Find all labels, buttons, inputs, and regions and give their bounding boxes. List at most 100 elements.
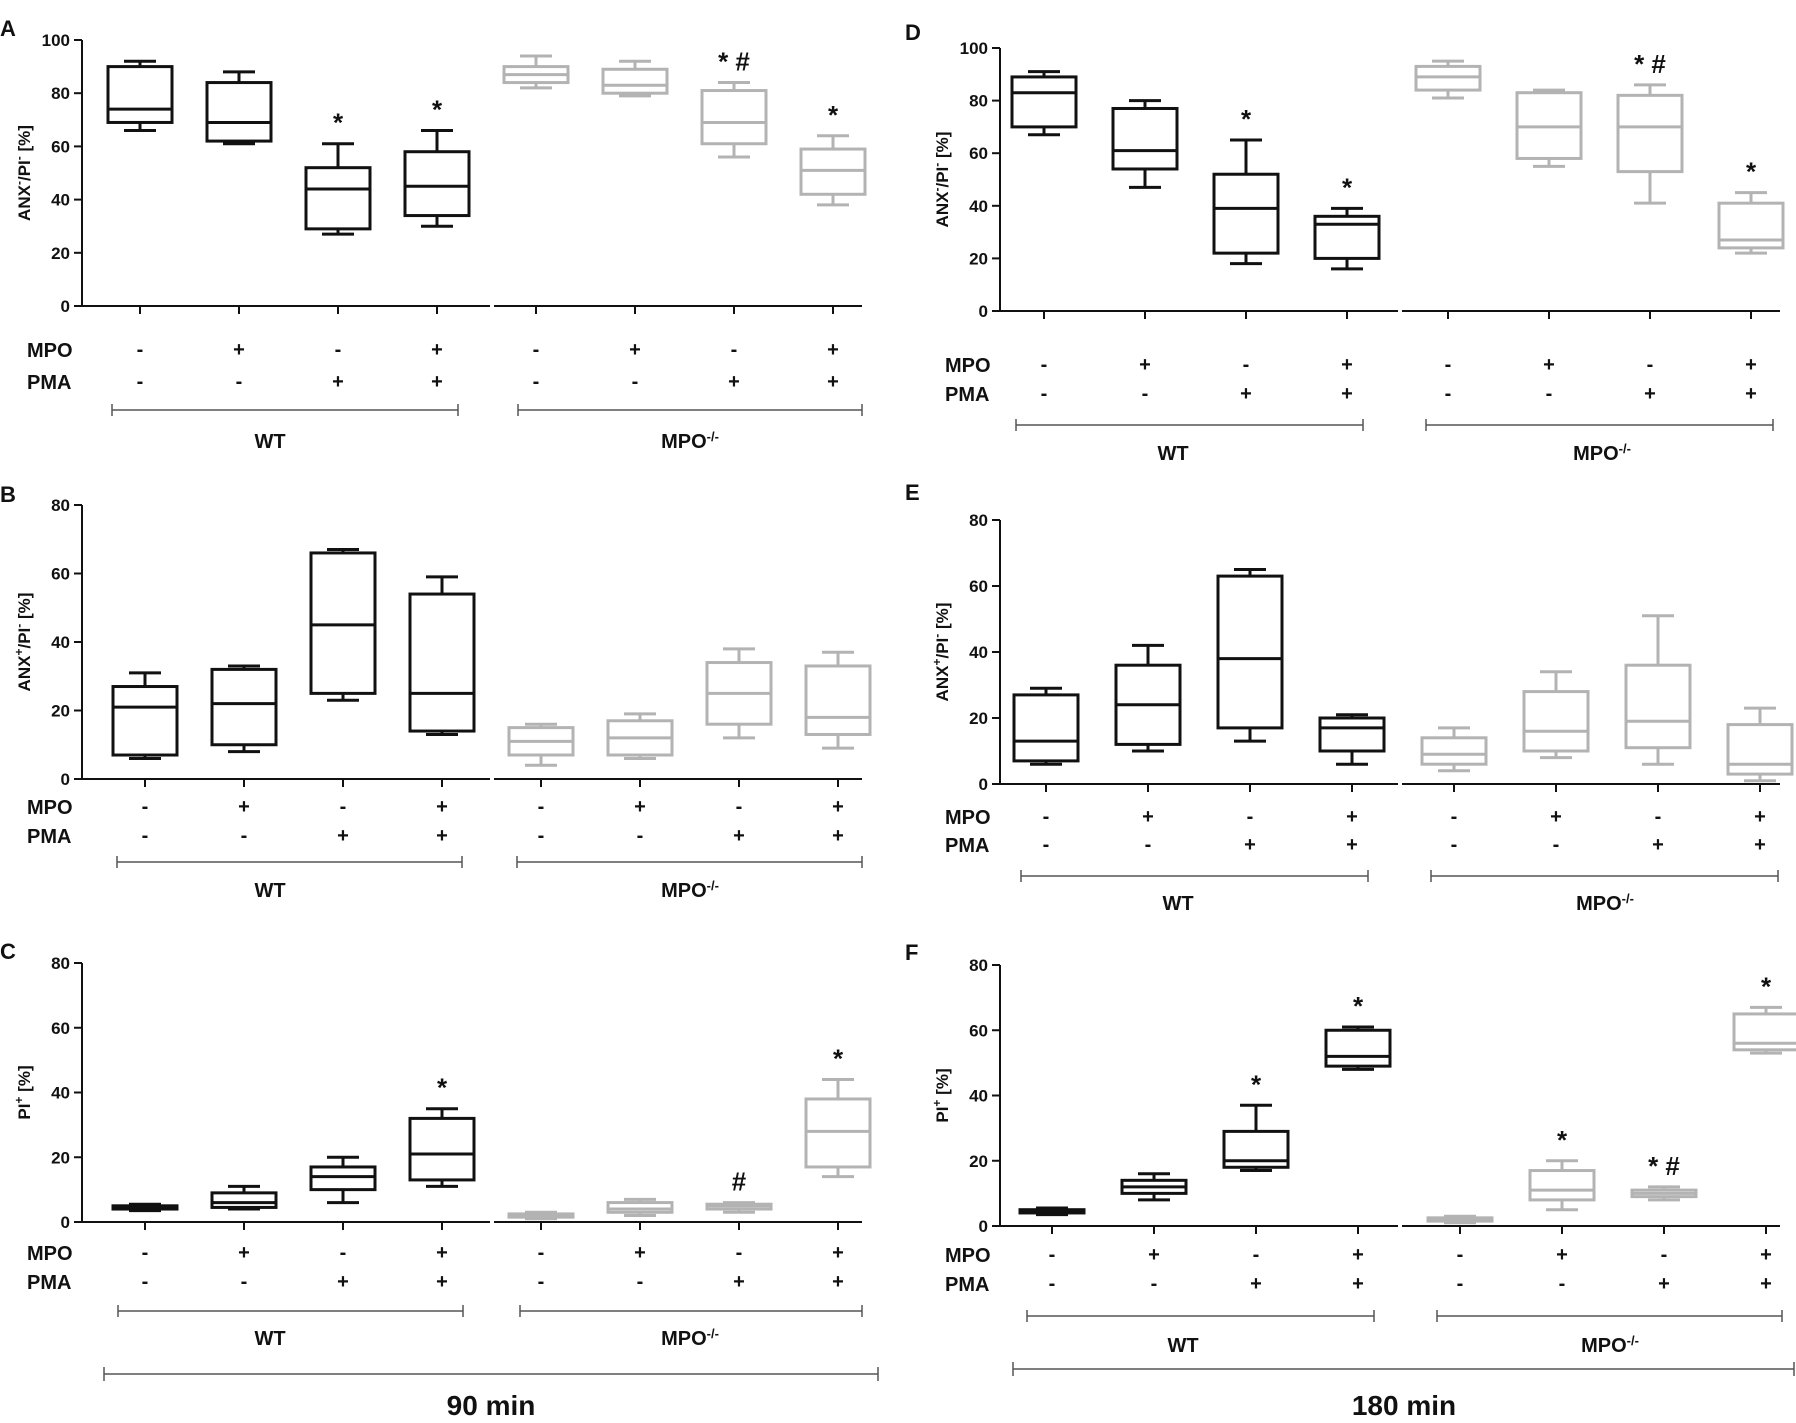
pma-sign: - <box>1559 1273 1566 1295</box>
box-4: ++ <box>408 575 476 847</box>
box-2: +- <box>1114 643 1182 856</box>
group-label: WT <box>254 1328 285 1350</box>
mpo-sign: - <box>1445 354 1452 376</box>
pma-sign: - <box>637 1271 644 1293</box>
box-6: +- <box>606 1197 674 1293</box>
pma-sign: + <box>728 371 740 393</box>
mpo-sign: - <box>1647 354 1654 376</box>
box-iqr <box>1726 723 1794 776</box>
box-iqr <box>1616 93 1684 174</box>
box-8: * + + <box>799 100 867 393</box>
mpo-sign: + <box>1550 806 1562 828</box>
group-label: MPO-/- <box>1573 441 1631 466</box>
box-iqr <box>408 592 476 733</box>
pma-sign: + <box>832 1271 844 1293</box>
mpo-sign: + <box>1745 354 1757 376</box>
pma-sign: + <box>431 371 443 393</box>
mpo-sign: - <box>1451 806 1458 828</box>
mpo-sign: + <box>832 1242 844 1264</box>
mpo-sign: + <box>1760 1244 1772 1266</box>
group-label: MPO-/- <box>661 878 719 903</box>
mpo-sign: + <box>1556 1244 1568 1266</box>
box-5: -- <box>1426 1214 1494 1295</box>
box-iqr <box>1624 663 1692 750</box>
group-label-text: WT <box>254 880 285 902</box>
mpo-sign: - <box>731 339 738 361</box>
group-label: MPO-/- <box>661 429 719 454</box>
box-1: -- <box>111 671 179 847</box>
y-tick-label: 40 <box>969 197 988 216</box>
y-axis-label-part: [%] <box>933 603 952 634</box>
y-axis-label-part: + <box>930 659 944 666</box>
significance-mark: * # <box>1648 1151 1680 1181</box>
y-axis-label-part: - <box>930 163 944 167</box>
pma-sign: + <box>1346 834 1358 856</box>
significance-mark: * <box>1241 104 1252 134</box>
mpo-sign: - <box>1041 354 1048 376</box>
pma-sign: - <box>1546 383 1553 405</box>
y-tick-label: 80 <box>51 954 70 973</box>
y-axis-label-part: - <box>12 624 26 628</box>
pma-sign: - <box>1553 834 1560 856</box>
box-7: -+ <box>1624 614 1692 856</box>
significance-mark: * <box>437 1073 448 1103</box>
pma-sign: - <box>1145 834 1152 856</box>
row-label-mpo: MPO <box>27 340 73 362</box>
box-8: * + + <box>804 1044 872 1293</box>
box-4: * + + <box>1313 172 1381 405</box>
y-tick-label: 0 <box>979 775 988 794</box>
mpo-sign: - <box>538 796 545 818</box>
pma-sign: - <box>637 825 644 847</box>
box-iqr <box>606 1201 674 1214</box>
box-2: +- <box>1120 1172 1188 1295</box>
box-8: ++ <box>804 650 872 847</box>
y-tick-label: 80 <box>969 511 988 530</box>
group-label-sup: -/- <box>707 429 719 444</box>
pma-sign: + <box>1240 383 1252 405</box>
box-iqr <box>1324 1028 1392 1068</box>
mpo-sign: - <box>1253 1244 1260 1266</box>
box-1: -- <box>1010 70 1078 405</box>
significance-mark: * <box>1353 991 1364 1021</box>
pma-sign: - <box>1049 1273 1056 1295</box>
box-iqr <box>1111 106 1179 171</box>
box-5: -- <box>507 722 575 847</box>
y-axis-label-part: /PI <box>933 167 952 188</box>
row-label-pma: PMA <box>27 1272 71 1294</box>
box-6: +- <box>606 712 674 847</box>
box-iqr <box>106 65 174 124</box>
group-label: WT <box>1157 443 1188 465</box>
time-bracket-1: 90 min <box>103 1367 879 1421</box>
mpo-sign: - <box>538 1242 545 1264</box>
significance-mark: * <box>828 100 839 130</box>
box-6: +- <box>1515 88 1583 405</box>
pma-sign: - <box>236 371 243 393</box>
y-axis-label-part: PI <box>15 1104 34 1120</box>
box-2: +- <box>205 70 273 393</box>
pma-sign: + <box>1250 1273 1262 1295</box>
box-iqr <box>1010 75 1078 129</box>
box-iqr <box>1318 716 1386 753</box>
box-3: * - + <box>1222 1069 1290 1295</box>
y-axis-label: ANX+/PI- [%] <box>930 603 952 702</box>
box-8: ++ <box>1726 706 1794 856</box>
box-iqr <box>210 667 278 747</box>
time-bracket-2: 180 min <box>1012 1362 1795 1421</box>
pma-sign: + <box>332 371 344 393</box>
box-6: +- <box>601 59 669 393</box>
row-label-pma: PMA <box>945 384 989 406</box>
box-iqr <box>804 664 872 736</box>
box-iqr <box>403 150 471 218</box>
panel-letter: C <box>0 939 16 964</box>
y-axis-label: PI+ [%] <box>12 1065 34 1119</box>
box-iqr <box>309 1165 377 1192</box>
y-axis-label-part: - <box>12 156 26 160</box>
group-label-text: MPO <box>661 1328 707 1350</box>
y-tick-label: 100 <box>960 39 988 58</box>
pma-sign: - <box>538 1271 545 1293</box>
y-axis-label: ANX+/PI- [%] <box>12 593 34 692</box>
y-axis-label-part: /PI <box>15 160 34 181</box>
y-tick-label: 60 <box>51 137 70 156</box>
